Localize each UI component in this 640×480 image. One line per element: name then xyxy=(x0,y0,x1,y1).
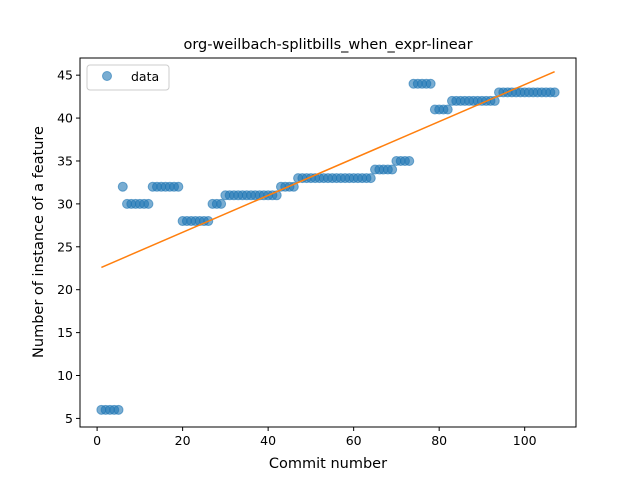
data-point xyxy=(366,174,375,183)
y-tick-label: 15 xyxy=(57,325,73,340)
y-tick-label: 25 xyxy=(57,239,73,254)
y-tick-label: 45 xyxy=(57,68,73,83)
x-tick-label: 0 xyxy=(93,433,101,448)
legend: data xyxy=(87,65,169,90)
data-point xyxy=(118,182,127,191)
legend-marker xyxy=(103,72,112,81)
x-axis: 0 20 40 60 80 100 xyxy=(93,427,537,448)
data-point xyxy=(174,182,183,191)
x-axis-label: Commit number xyxy=(269,456,387,472)
y-axis: 5 10 15 20 25 30 35 40 45 xyxy=(57,68,80,426)
y-tick-label: 20 xyxy=(57,282,73,297)
data-point xyxy=(144,199,153,208)
fit-line xyxy=(101,72,554,268)
data-point xyxy=(426,79,435,88)
y-tick-label: 10 xyxy=(57,368,73,383)
y-tick-label: 5 xyxy=(65,411,73,426)
data-point xyxy=(405,156,414,165)
data-point xyxy=(550,88,559,97)
y-tick-label: 35 xyxy=(57,153,73,168)
chart-title: org-weilbach-splitbills_when_expr-linear xyxy=(183,37,472,53)
legend-label-data: data xyxy=(131,69,159,84)
data-point xyxy=(388,165,397,174)
x-tick-label: 40 xyxy=(260,433,276,448)
data-point xyxy=(443,105,452,114)
plot-area xyxy=(97,72,559,415)
y-tick-label: 30 xyxy=(57,196,73,211)
plot-frame xyxy=(80,58,576,427)
x-tick-label: 20 xyxy=(175,433,191,448)
y-tick-label: 40 xyxy=(57,111,73,126)
x-tick-label: 100 xyxy=(513,433,537,448)
data-point xyxy=(114,405,123,414)
x-tick-label: 80 xyxy=(431,433,447,448)
y-axis-label: Number of instance of a feature xyxy=(31,126,47,358)
data-point xyxy=(217,199,226,208)
x-tick-label: 60 xyxy=(346,433,362,448)
